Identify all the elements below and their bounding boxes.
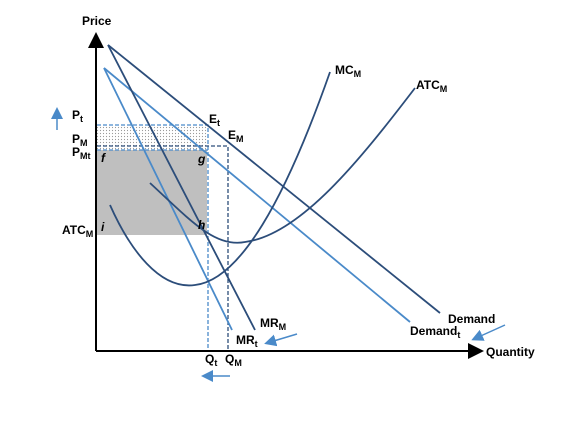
- atc-curve: [149, 87, 416, 244]
- label-part: Q: [205, 352, 214, 366]
- pm-label: PM: [72, 132, 88, 148]
- et-label: Et: [209, 112, 220, 128]
- point-i: i: [101, 220, 105, 234]
- label-part: M: [354, 69, 362, 79]
- x-axis-label: Quantity: [486, 345, 535, 359]
- atc-price-label: ATCM: [62, 223, 93, 239]
- atc-label: ATCM: [416, 78, 447, 94]
- label-part: E: [228, 128, 236, 142]
- qm-label: QM: [225, 352, 242, 368]
- label-part: t: [217, 118, 220, 128]
- point-g: g: [197, 152, 206, 166]
- em-label: EM: [228, 128, 244, 144]
- label-part: t: [214, 358, 217, 368]
- label-part: P: [72, 145, 80, 159]
- label-part: M: [279, 322, 287, 332]
- profit-area: [97, 150, 207, 235]
- label-part: Demand: [410, 324, 457, 338]
- label-part: M: [236, 134, 244, 144]
- label-part: P: [72, 108, 80, 122]
- mr-shift-arrow: [264, 333, 298, 347]
- pt-label: Pt: [72, 108, 83, 124]
- label-part: M: [440, 84, 448, 94]
- label-part: t: [255, 339, 258, 349]
- mr-m-label: MRM: [260, 316, 286, 332]
- label-part: ATC: [62, 223, 86, 237]
- point-f: f: [101, 151, 106, 165]
- point-h: h: [198, 218, 205, 232]
- label-part: M: [86, 229, 94, 239]
- y-axis-label: Price: [82, 14, 112, 28]
- demand-shift-arrow: [471, 324, 506, 341]
- label-part: MR: [260, 316, 279, 330]
- label-part: t: [457, 330, 460, 340]
- pmt-label: PMt: [72, 145, 91, 161]
- demand-label: Demand: [448, 312, 495, 326]
- pm-guide: [97, 145, 229, 351]
- demand-t-label: Demandt: [410, 324, 460, 340]
- qt-label: Qt: [205, 352, 217, 368]
- demand-t-line: [103, 67, 411, 323]
- label-part: MC: [335, 63, 354, 77]
- mc-label: MCM: [335, 63, 361, 79]
- label-part: Mt: [80, 151, 91, 161]
- demand-line: [107, 44, 441, 314]
- label-part: MR: [236, 333, 255, 347]
- mr-m-line: [107, 44, 256, 331]
- label-part: Q: [225, 352, 234, 366]
- label-part: M: [234, 358, 242, 368]
- label-part: t: [80, 114, 83, 124]
- label-part: E: [209, 112, 217, 126]
- label-part: P: [72, 132, 80, 146]
- label-part: M: [80, 138, 88, 148]
- label-part: ATC: [416, 78, 440, 92]
- mr-t-label: MRt: [236, 333, 258, 349]
- mc-curve: [109, 71, 331, 287]
